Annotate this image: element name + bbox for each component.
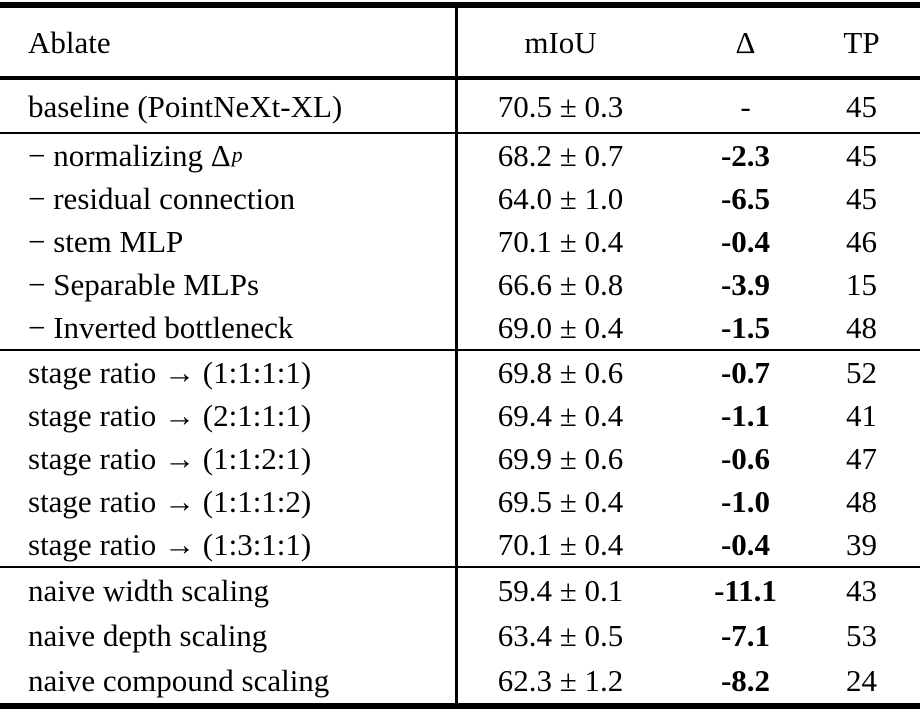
table-row: − residual connection 64.0 ± 1.0 -6.5 45 [0, 177, 920, 220]
ablate-cell: stage ratio → (2:1:1:1) [0, 394, 458, 437]
table-row: naive depth scaling 63.4 ± 0.5 -7.1 53 [0, 613, 920, 658]
ablate-cell: baseline (PointNeXt-XL) [0, 80, 458, 132]
tp-cell: 45 [846, 138, 877, 173]
table-row: stage ratio → (1:1:1:2) 69.5 ± 0.4 -1.0 … [0, 480, 920, 523]
miou-cell: 69.0 ± 0.4 [497, 310, 624, 345]
delta-cell: -1.0 [720, 484, 771, 519]
table-row: stage ratio → (1:3:1:1) 70.1 ± 0.4 -0.4 … [0, 523, 920, 566]
delta-cell: -0.7 [720, 355, 771, 390]
tp-cell: 24 [846, 663, 877, 698]
delta-cell: -0.4 [720, 224, 771, 259]
delta-cell: -7.1 [720, 618, 771, 653]
tp-cell: 41 [846, 398, 877, 433]
miou-cell: 69.5 ± 0.4 [497, 484, 624, 519]
delta-cell: -11.1 [714, 573, 777, 608]
ablate-label-subscript: p [231, 142, 243, 167]
delta-cell: -1.5 [720, 310, 771, 345]
tp-cell: 43 [846, 573, 877, 608]
ablate-cell: stage ratio → (1:3:1:1) [0, 523, 458, 566]
ablate-label: − normalizing Δ [28, 138, 231, 173]
section-rule [0, 566, 920, 568]
tp-cell: 15 [846, 267, 877, 302]
ablate-cell: stage ratio → (1:1:1:2) [0, 480, 458, 523]
ablate-cell: naive compound scaling [0, 658, 458, 703]
tp-cell: 52 [846, 355, 877, 390]
ablate-cell: naive depth scaling [0, 613, 458, 658]
table-row: stage ratio → (2:1:1:1) 69.4 ± 0.4 -1.1 … [0, 394, 920, 437]
table-row: naive compound scaling 62.3 ± 1.2 -8.2 2… [0, 658, 920, 703]
table-row: stage ratio → (1:1:1:1) 69.8 ± 0.6 -0.7 … [0, 351, 920, 394]
header-miou: mIoU [524, 24, 597, 60]
tp-cell: 45 [846, 181, 877, 216]
header-tp: TP [843, 24, 880, 60]
miou-cell: 69.4 ± 0.4 [497, 398, 624, 433]
delta-cell: - [740, 88, 751, 124]
table-row: − stem MLP 70.1 ± 0.4 -0.4 46 [0, 220, 920, 263]
miou-cell: 70.5 ± 0.3 [497, 88, 624, 124]
ablate-cell: − Inverted bottleneck [0, 306, 458, 349]
tp-cell: 48 [846, 310, 877, 345]
table-header-row: Ablate mIoU Δ TP [0, 8, 920, 76]
delta-cell: -3.9 [720, 267, 771, 302]
miou-cell: 62.3 ± 1.2 [497, 663, 624, 698]
delta-cell: -2.3 [720, 138, 771, 173]
section-rule [0, 132, 920, 134]
bottom-rule [0, 703, 920, 709]
miou-cell: 63.4 ± 0.5 [497, 618, 624, 653]
miou-cell: 70.1 ± 0.4 [497, 224, 624, 259]
tp-cell: 53 [846, 618, 877, 653]
tp-cell: 48 [846, 484, 877, 519]
header-delta: Δ [735, 24, 756, 60]
miou-cell: 69.8 ± 0.6 [497, 355, 624, 390]
table-row: stage ratio → (1:1:2:1) 69.9 ± 0.6 -0.6 … [0, 437, 920, 480]
ablate-cell: − Separable MLPs [0, 263, 458, 306]
miou-cell: 66.6 ± 0.8 [497, 267, 624, 302]
miou-cell: 64.0 ± 1.0 [497, 181, 624, 216]
ablate-cell: − residual connection [0, 177, 458, 220]
header-rule [0, 76, 920, 80]
delta-cell: -6.5 [720, 181, 771, 216]
header-ablate: Ablate [0, 8, 458, 76]
tp-cell: 47 [846, 441, 877, 476]
section-rule [0, 349, 920, 351]
ablate-cell: naive width scaling [0, 568, 458, 613]
delta-cell: -0.4 [720, 527, 771, 562]
miou-cell: 69.9 ± 0.6 [497, 441, 624, 476]
ablate-cell: stage ratio → (1:1:2:1) [0, 437, 458, 480]
miou-cell: 68.2 ± 0.7 [497, 138, 624, 173]
miou-cell: 70.1 ± 0.4 [497, 527, 624, 562]
tp-cell: 39 [846, 527, 877, 562]
tp-cell: 46 [846, 224, 877, 259]
table-row: naive width scaling 59.4 ± 0.1 -11.1 43 [0, 568, 920, 613]
ablate-cell: − stem MLP [0, 220, 458, 263]
top-rule [0, 2, 920, 8]
delta-cell: -0.6 [720, 441, 771, 476]
ablate-cell: stage ratio → (1:1:1:1) [0, 351, 458, 394]
delta-cell: -8.2 [720, 663, 771, 698]
table-row: − Separable MLPs 66.6 ± 0.8 -3.9 15 [0, 263, 920, 306]
table-row: − Inverted bottleneck 69.0 ± 0.4 -1.5 48 [0, 306, 920, 349]
tp-cell: 45 [846, 88, 877, 124]
miou-cell: 59.4 ± 0.1 [497, 573, 624, 608]
table-row-baseline: baseline (PointNeXt-XL) 70.5 ± 0.3 - 45 [0, 80, 920, 132]
delta-cell: -1.1 [720, 398, 771, 433]
